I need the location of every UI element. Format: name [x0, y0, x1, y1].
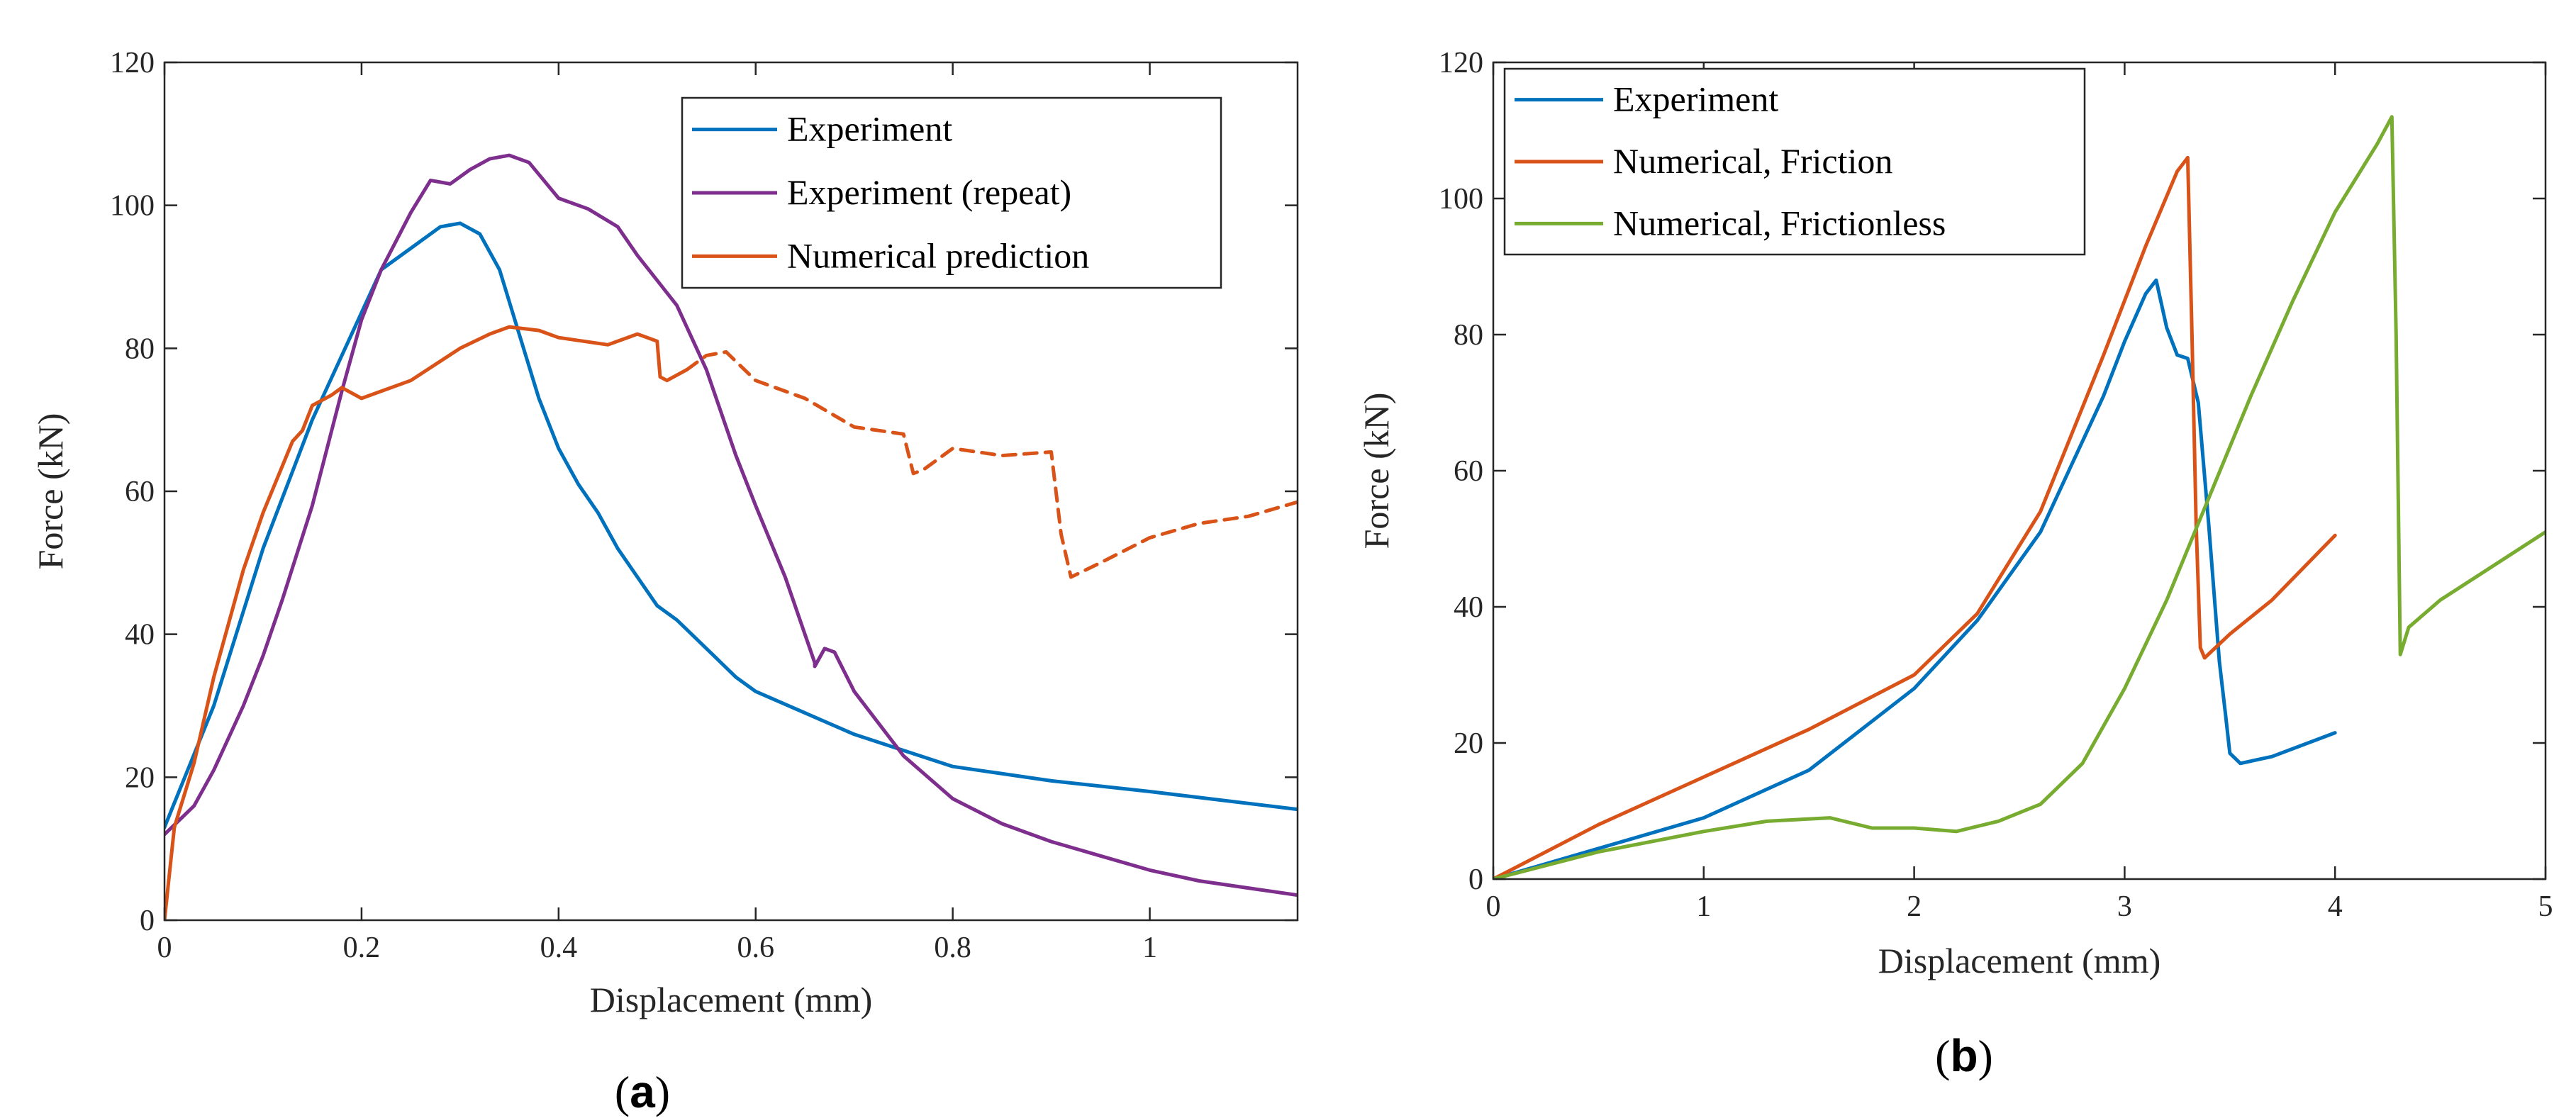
panel-a-chart: 0 0.2 0.4 0.6 0.8 1 0 20 40 60 80 100 120 Displacemen…: [30, 47, 1299, 1117]
panel-label-a: (a): [615, 1066, 670, 1117]
y-tick-label: 0: [1468, 863, 1483, 896]
x-tick-label: 1: [1696, 890, 1711, 923]
x-tick-label: 1: [1142, 932, 1157, 964]
x-tick-label: 0.6: [737, 932, 774, 964]
legend-a: Experiment Experiment (repeat) Numerical p…: [681, 96, 1222, 289]
legend-b: Experiment Numerical, Friction Numerical, …: [1503, 67, 2086, 256]
x-tick-label: 5: [2538, 890, 2553, 923]
panel-label-b: (b): [1935, 1030, 1993, 1081]
legend-entry-label: Numerical prediction: [787, 235, 1089, 275]
y-tick-label: 60: [1454, 455, 1483, 488]
series-line-a-experiment: [165, 221, 1298, 829]
x-axis-label: Displacement (mm): [590, 980, 873, 1019]
x-tick-label: 0.8: [934, 932, 971, 964]
series-line-a-experiment-repeat: [165, 153, 1298, 898]
y-axis-label: Force (kN): [30, 413, 70, 570]
series-line-b-numerical-frictionless: [1493, 115, 2546, 879]
y-tick-label: 100: [110, 190, 155, 223]
y-tick-label: 80: [125, 332, 155, 365]
legend-entry-label: Experiment: [787, 109, 952, 149]
series-group-b: [1493, 115, 2546, 879]
x-tick-label: 0: [1486, 890, 1501, 923]
legend-entry-label: Numerical, Friction: [1613, 141, 1892, 181]
series-line-a-numerical-prediction-dashed-continuation: [685, 350, 1298, 579]
x-tick-label: 0.2: [343, 932, 381, 964]
y-tick-label: 0: [140, 905, 155, 937]
series-line-a-numerical-prediction: [165, 325, 688, 920]
x-tick-label: 3: [2117, 890, 2132, 923]
y-tick-label: 80: [1454, 319, 1483, 352]
series-group-a: [165, 153, 1298, 920]
y-tick-label: 120: [1439, 47, 1483, 79]
panel-b-chart: 0 1 2 3 4 5 0 20 40 60 80 100 120 Displacement (mm) Fo…: [1356, 47, 2553, 1081]
x-tick-label: 4: [2328, 890, 2343, 923]
legend-entry-label: Numerical, Frictionless: [1613, 203, 1946, 242]
y-tick-label: 20: [1454, 727, 1483, 760]
series-line-b-experiment: [1493, 278, 2337, 879]
series-line-b-numerical-friction: [1493, 155, 2337, 879]
x-tick-label: 0: [157, 932, 172, 964]
y-tick-label: 120: [110, 47, 155, 79]
legend-entry-label: Experiment (repeat): [787, 172, 1071, 212]
y-tick-label: 40: [1454, 591, 1483, 624]
y-tick-label: 20: [125, 761, 155, 794]
y-tick-label: 100: [1439, 183, 1483, 216]
x-tick-label: 0.4: [540, 932, 578, 964]
legend-entry-label: Experiment: [1613, 79, 1778, 119]
y-tick-label: 40: [125, 619, 155, 652]
y-axis-label: Force (kN): [1356, 393, 1396, 549]
x-axis-label: Displacement (mm): [1878, 941, 2161, 980]
y-tick-label: 60: [125, 476, 155, 508]
x-tick-label: 2: [1907, 890, 1922, 923]
